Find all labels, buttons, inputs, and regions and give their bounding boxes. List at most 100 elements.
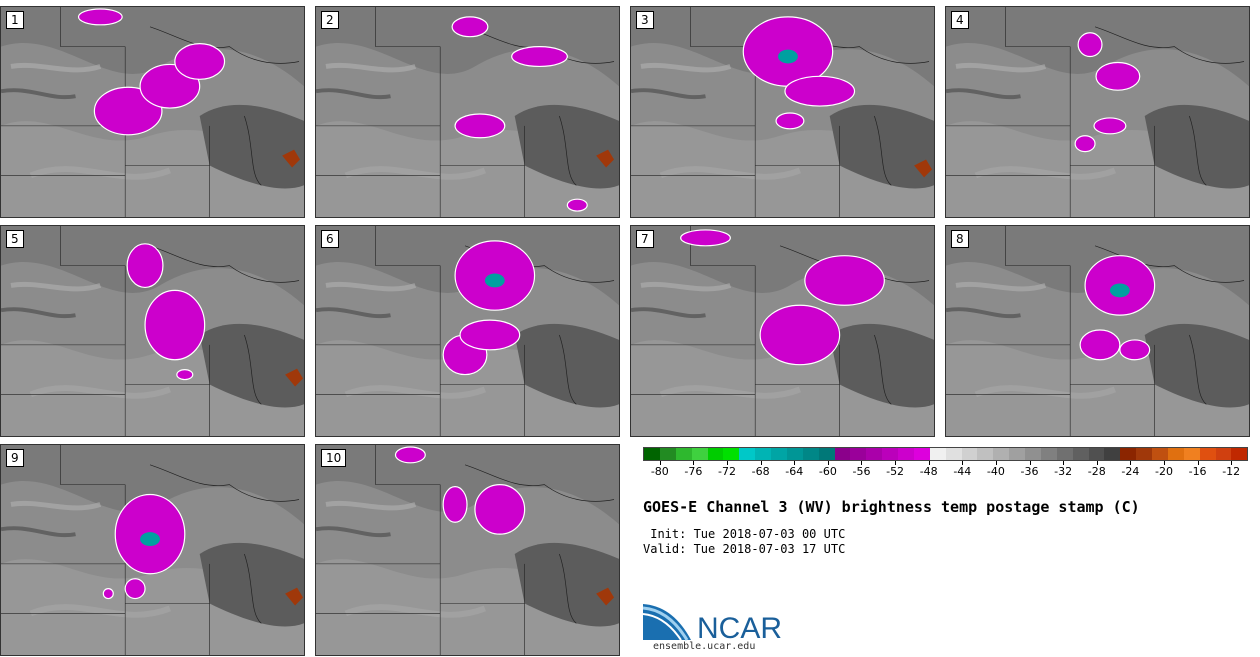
- colorbar-segment: [755, 448, 771, 460]
- colorbar-segment: [786, 448, 803, 460]
- colorbar-segment: [1152, 448, 1168, 460]
- panel-number: 6: [321, 230, 339, 248]
- colorbar-segment: [707, 448, 724, 460]
- colorbar-segment: [1025, 448, 1041, 460]
- panel-number: 5: [6, 230, 24, 248]
- tick-label: -64: [785, 465, 804, 478]
- tick-mark: [1096, 461, 1098, 465]
- tick-label: -76: [684, 465, 703, 478]
- tick-mark: [1029, 461, 1031, 465]
- colorbar-segment: [644, 448, 660, 460]
- colorbar-segment: [850, 448, 867, 460]
- colorbar-ticks: -80 -76 -72 -68 -64 -60 -56 -52 -48 -44 -40 -36 -32 -…: [643, 461, 1248, 481]
- colorbar-segment: [723, 448, 740, 460]
- colorbar-segment: [675, 448, 692, 460]
- tick-mark: [794, 461, 796, 465]
- wv-map: [316, 7, 619, 217]
- colorbar-segment: [1040, 448, 1057, 460]
- tick-label: -60: [818, 465, 837, 478]
- colorbar-segment: [834, 448, 851, 460]
- tick-mark: [827, 461, 829, 465]
- panel-number: 4: [951, 11, 969, 29]
- tick-mark: [1197, 461, 1199, 465]
- colorbar-segment: [818, 448, 835, 460]
- colorbar-segment: [1231, 448, 1248, 460]
- stamp-panel-2: 2: [315, 6, 620, 218]
- ncar-logo: NCAR: [643, 604, 782, 645]
- tick-mark: [995, 461, 997, 465]
- tick-mark: [1231, 461, 1233, 465]
- tick-label: -52: [886, 465, 905, 478]
- tick-mark: [962, 461, 964, 465]
- colorbar-segment: [1215, 448, 1232, 460]
- stamp-panel-4: 4: [945, 6, 1250, 218]
- colorbar-segment: [1088, 448, 1105, 460]
- stamp-panel-1: 1: [0, 6, 305, 218]
- wv-map: [316, 445, 619, 655]
- colorbar-segment: [882, 448, 898, 460]
- tick-label: -36: [1020, 465, 1039, 478]
- figure-title: GOES-E Channel 3 (WV) brightness temp po…: [643, 498, 1140, 516]
- tick-mark: [693, 461, 695, 465]
- wv-map: [946, 226, 1249, 436]
- colorbar-segment: [866, 448, 883, 460]
- tick-mark: [727, 461, 729, 465]
- wv-map: [1, 445, 304, 655]
- tick-mark: [895, 461, 897, 465]
- tick-label: -28: [1087, 465, 1106, 478]
- colorbar-segment: [691, 448, 708, 460]
- colorbar-segment: [961, 448, 978, 460]
- wv-map: [1, 7, 304, 217]
- colorbar: [643, 447, 1248, 461]
- panel-number: 10: [321, 449, 347, 467]
- tick-label: -80: [650, 465, 669, 478]
- tick-mark: [659, 461, 661, 465]
- panel-number: 7: [636, 230, 654, 248]
- wv-map: [316, 226, 619, 436]
- colorbar-segment: [993, 448, 1010, 460]
- tick-label: -72: [718, 465, 736, 478]
- colorbar-segment: [771, 448, 787, 460]
- stamp-panel-10: 10: [315, 444, 620, 656]
- tick-mark: [1163, 461, 1165, 465]
- colorbar-segment: [1056, 448, 1073, 460]
- panel-number: 9: [6, 449, 24, 467]
- wv-map: [946, 7, 1249, 217]
- panel-number: 8: [951, 230, 969, 248]
- tick-label: -44: [953, 465, 972, 478]
- stamp-panel-5: 5: [0, 225, 305, 437]
- tick-mark: [760, 461, 762, 465]
- stamp-panel-8: 8: [945, 225, 1250, 437]
- colorbar-segment: [1199, 448, 1216, 460]
- ncar-logo-text: NCAR: [697, 612, 782, 645]
- colorbar-segment: [929, 448, 946, 460]
- wv-map: [631, 226, 934, 436]
- tick-mark: [1130, 461, 1132, 465]
- colorbar-segment: [1104, 448, 1121, 460]
- colorbar-segment: [1120, 448, 1137, 460]
- tick-label: -48: [919, 465, 938, 478]
- colorbar-segment: [1167, 448, 1184, 460]
- tick-label: -68: [751, 465, 770, 478]
- valid-time: Valid: Tue 2018-07-03 17 UTC: [643, 542, 846, 556]
- panel-number: 1: [6, 11, 24, 29]
- colorbar-segment: [1136, 448, 1152, 460]
- colorbar-segment: [739, 448, 756, 460]
- tick-label: -56: [852, 465, 871, 478]
- tick-mark: [861, 461, 863, 465]
- tick-label: -40: [986, 465, 1005, 478]
- tick-label: -32: [1054, 465, 1073, 478]
- colorbar-segment: [659, 448, 676, 460]
- logo-url: ensemble.ucar.edu: [653, 641, 756, 652]
- stamp-panel-9: 9: [0, 444, 305, 656]
- tick-mark: [1063, 461, 1065, 465]
- tick-label: -12: [1222, 465, 1241, 478]
- tick-label: -20: [1154, 465, 1173, 478]
- colorbar-segment: [945, 448, 962, 460]
- tick-label: -24: [1121, 465, 1140, 478]
- panel-number: 2: [321, 11, 339, 29]
- stamp-panel-3: 3: [630, 6, 935, 218]
- tick-mark: [928, 461, 930, 465]
- stamp-panel-7: 7: [630, 225, 935, 437]
- colorbar-segment: [977, 448, 994, 460]
